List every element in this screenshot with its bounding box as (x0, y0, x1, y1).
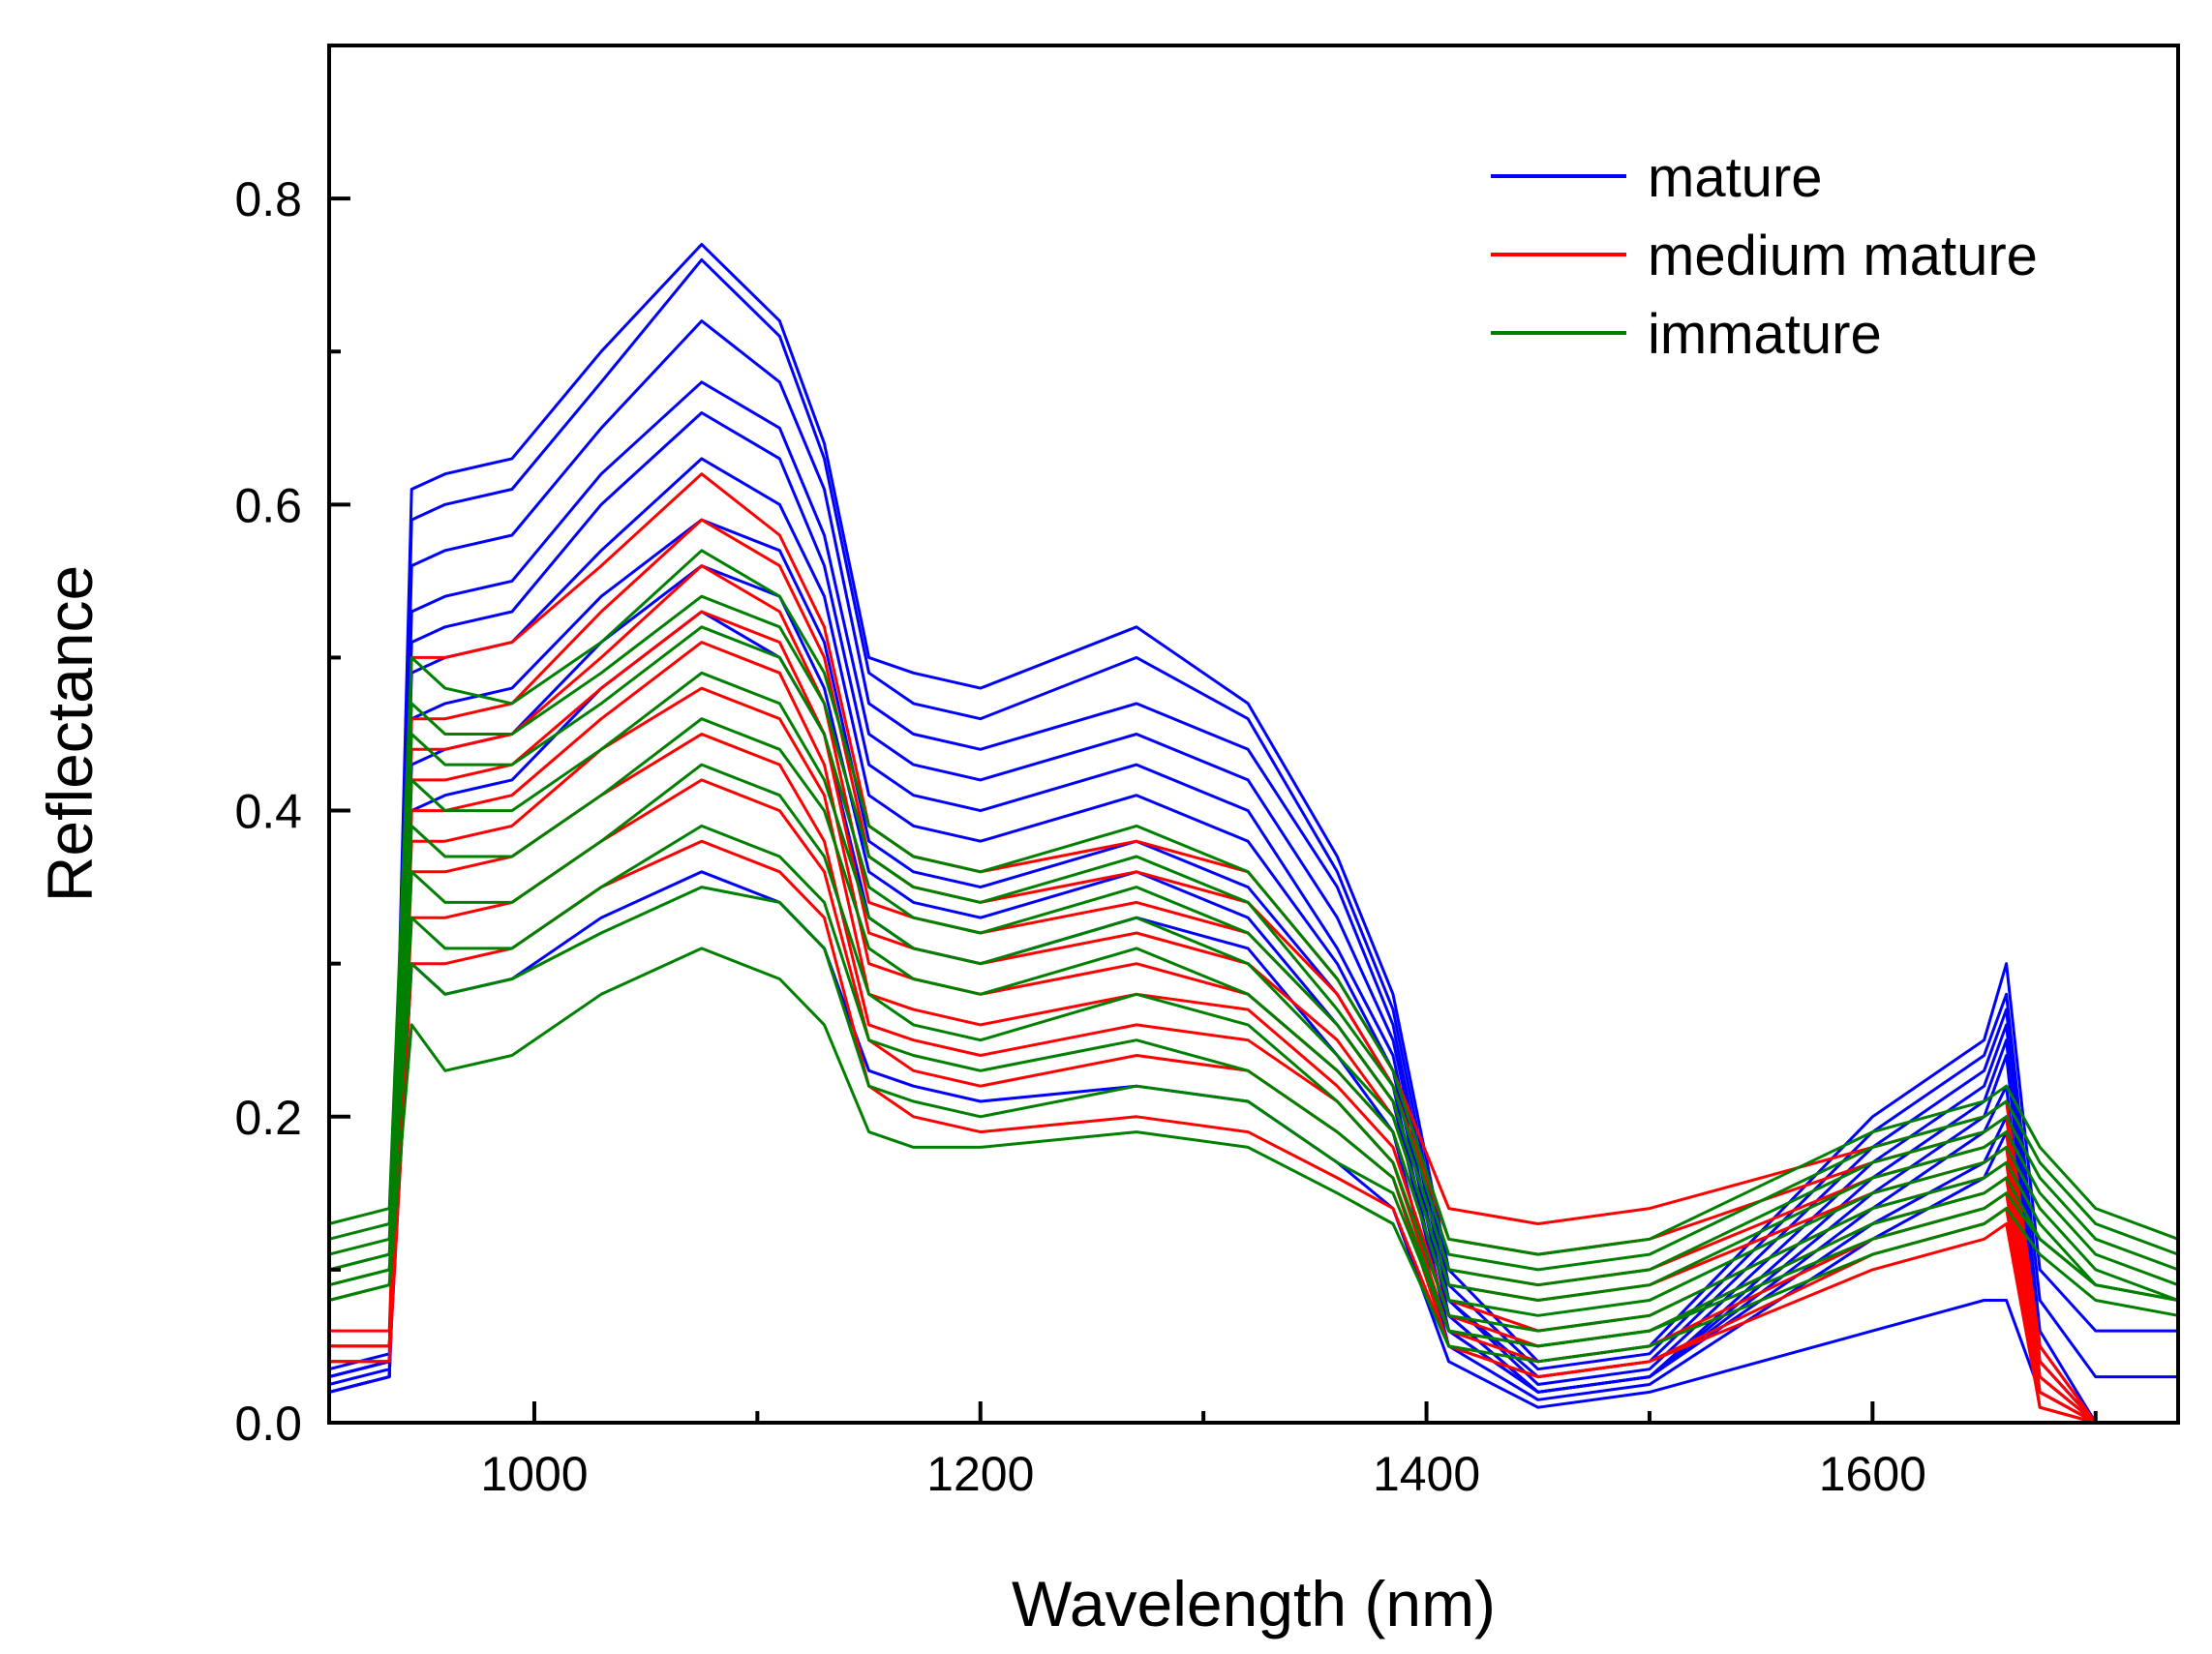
y-tick-label: 0.0 (234, 1397, 302, 1451)
series-line-immature-6 (328, 763, 2179, 1333)
series-line-medium-9 (329, 839, 2178, 1425)
legend: mature medium mature immature (1491, 146, 2038, 366)
x-tick-label: 1600 (1819, 1447, 1926, 1501)
series-line-mature-4 (328, 380, 2178, 1425)
series-line-immature-4 (328, 671, 2179, 1302)
series-line-mature-5 (328, 411, 2178, 1425)
series-line-immature-2 (328, 594, 2179, 1272)
y-tick-label: 0.4 (234, 785, 302, 839)
y-tick-label: 0.8 (234, 172, 302, 226)
series-line-medium-1 (329, 472, 2178, 1425)
legend-label-immature: immature (1648, 303, 1882, 366)
plot-frame (327, 44, 2180, 1425)
series-line-immature-8 (328, 886, 2179, 1348)
x-tick-label: 1400 (1373, 1447, 1480, 1501)
series-line-mature-2 (328, 257, 2178, 1386)
series-line-medium-4 (329, 610, 2178, 1425)
x-tick-label: 1000 (480, 1447, 588, 1501)
x-tick-label: 1200 (926, 1447, 1034, 1501)
series-line-immature-1 (328, 549, 2179, 1256)
legend-label-medium-mature: medium mature (1648, 225, 2038, 287)
y-tick-label: 0.2 (234, 1091, 302, 1145)
axes: 1000 1200 1400 1600 0.0 0.2 0.4 0.6 0.8 (234, 44, 2098, 1501)
series-line-mature-8 (328, 564, 2178, 1425)
series-line-immature-3 (328, 625, 2179, 1287)
series-line-immature-7 (328, 824, 2179, 1348)
legend-label-mature: mature (1648, 146, 1823, 209)
series-line-immature-9 (328, 947, 2179, 1364)
series-line-mature-9 (328, 610, 2178, 1425)
y-tick-label: 0.6 (234, 478, 302, 532)
series-line-medium-3 (329, 564, 2178, 1425)
series-layer (328, 243, 2179, 1425)
series-line-mature-3 (328, 319, 2178, 1425)
series-line-mature-1 (328, 243, 2178, 1371)
series-line-medium-6 (329, 686, 2178, 1425)
y-axis-title: Reflectance (34, 565, 106, 903)
x-axis-title: Wavelength (nm) (1012, 1568, 1496, 1639)
series-line-immature-5 (328, 717, 2179, 1317)
